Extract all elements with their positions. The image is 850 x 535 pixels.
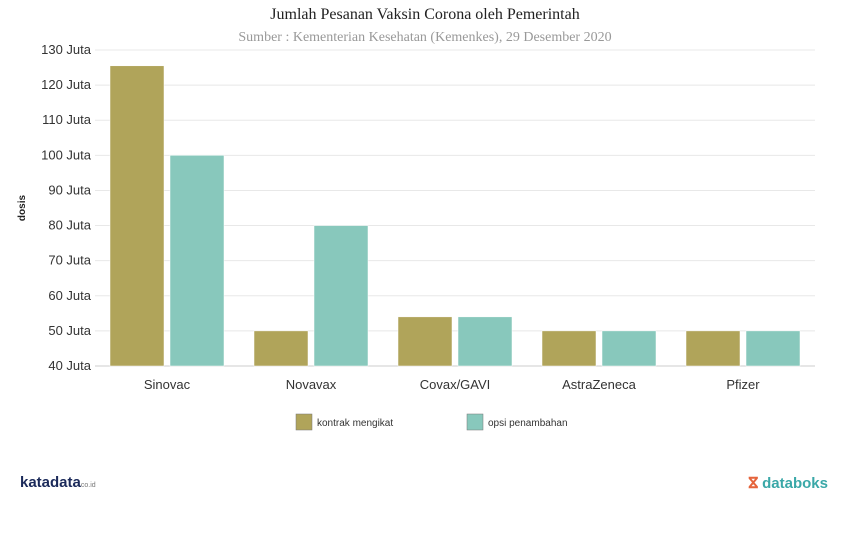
legend-swatch (295, 413, 313, 431)
y-tick-label: 110 Juta (42, 112, 92, 127)
chart-title: Jumlah Pesanan Vaksin Corona oleh Pemeri… (270, 6, 580, 23)
y-tick-label: 90 Juta (48, 182, 91, 197)
bar-sinovac-1 (169, 155, 225, 367)
x-tick-label: Pfizer (726, 377, 760, 392)
x-tick-label: AstraZeneca (562, 377, 636, 392)
bar-covaxgavi-1 (457, 316, 513, 367)
y-tick-label: 70 Juta (48, 253, 91, 268)
legend-label: kontrak mengikat (317, 418, 393, 429)
bar-covaxgavi-0 (397, 316, 453, 367)
y-tick-label: 50 Juta (48, 323, 91, 338)
x-tick-label: Covax/GAVI (420, 377, 491, 392)
chart-subtitle: Sumber : Kementerian Kesehatan (Kemenkes… (238, 30, 612, 45)
y-tick-label: 130 Juta (41, 42, 92, 57)
y-tick-label: 60 Juta (48, 288, 91, 303)
y-tick-label: 120 Juta (41, 77, 92, 92)
y-axis-label: dosis (17, 195, 28, 222)
bar-chart: 40 Juta 50 Juta 60 Juta 70 Juta 80 Juta 90 Ju… (17, 42, 815, 431)
bar-novavax-0 (253, 330, 309, 367)
x-tick-label: Novavax (286, 377, 337, 392)
bar-astrazeneca-0 (541, 330, 597, 367)
bar-pfizer-0 (685, 330, 741, 367)
katadata-logo: katadataco.id (20, 474, 96, 491)
y-tick-label: 100 Juta (41, 147, 92, 162)
x-tick-label: Sinovac (144, 377, 191, 392)
legend-swatch (466, 413, 484, 431)
y-tick-label: 80 Juta (48, 218, 91, 233)
bar-novavax-1 (313, 225, 369, 367)
bar-sinovac-0 (109, 65, 165, 367)
databoks-logo: ⴵ databoks (748, 475, 828, 492)
bar-pfizer-1 (745, 330, 801, 367)
legend-label: opsi penambahan (488, 418, 568, 429)
y-tick-label: 40 Juta (48, 358, 91, 373)
bar-astrazeneca-1 (601, 330, 657, 367)
